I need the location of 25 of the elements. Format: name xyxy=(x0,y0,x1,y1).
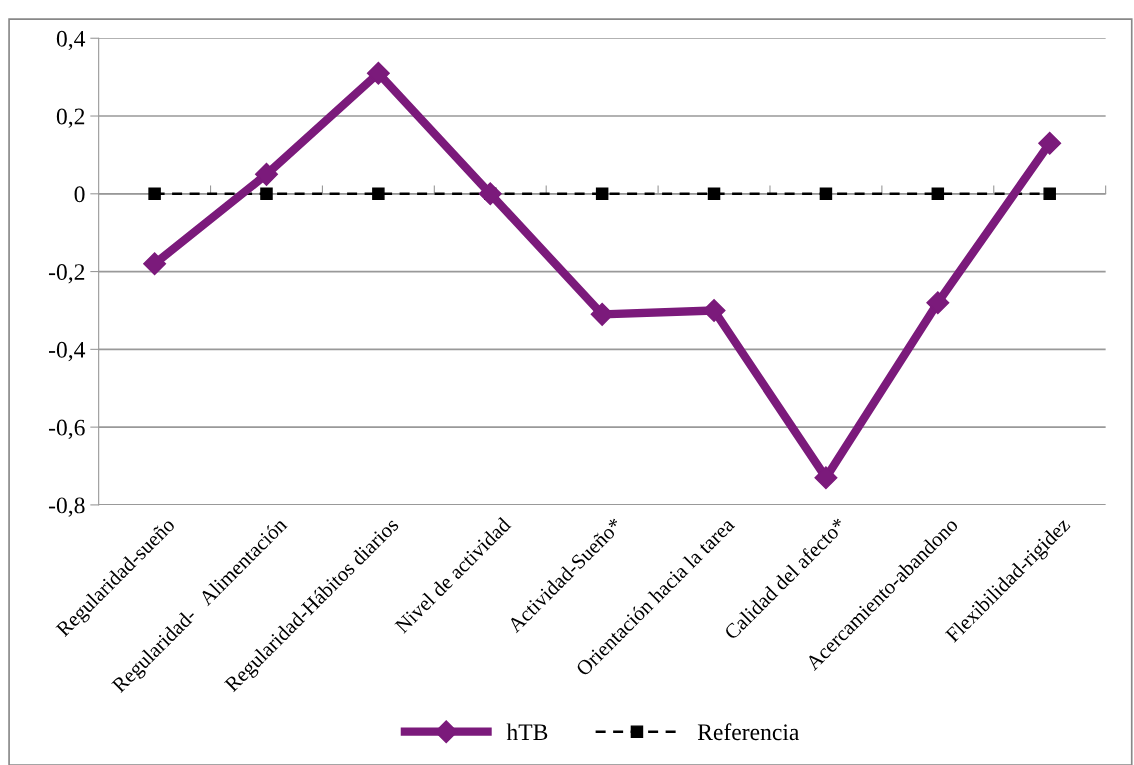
point xyxy=(478,182,502,206)
legend-label: Referencia xyxy=(697,723,800,741)
y-tick-label: -0,8 xyxy=(48,497,85,517)
y-tick-label: -0,6 xyxy=(48,419,85,439)
point xyxy=(143,252,167,276)
legend-label: hTB xyxy=(506,723,548,741)
y-tick-label: -0,2 xyxy=(48,264,85,284)
point xyxy=(707,187,721,201)
point xyxy=(595,187,609,201)
point xyxy=(814,466,838,490)
y-tick-label: 0,4 xyxy=(56,30,86,51)
point xyxy=(148,187,161,201)
point xyxy=(926,291,950,315)
point xyxy=(819,187,833,201)
y-tick-label: -0,4 xyxy=(48,341,86,362)
point xyxy=(590,302,614,326)
point xyxy=(260,187,273,201)
point xyxy=(372,187,385,201)
point xyxy=(1038,131,1062,155)
y-tick-label: 0,2 xyxy=(56,108,85,128)
point xyxy=(254,162,278,186)
point xyxy=(1043,187,1056,201)
point xyxy=(931,187,945,201)
point xyxy=(366,61,390,85)
y-tick-label: 0 xyxy=(74,186,85,203)
